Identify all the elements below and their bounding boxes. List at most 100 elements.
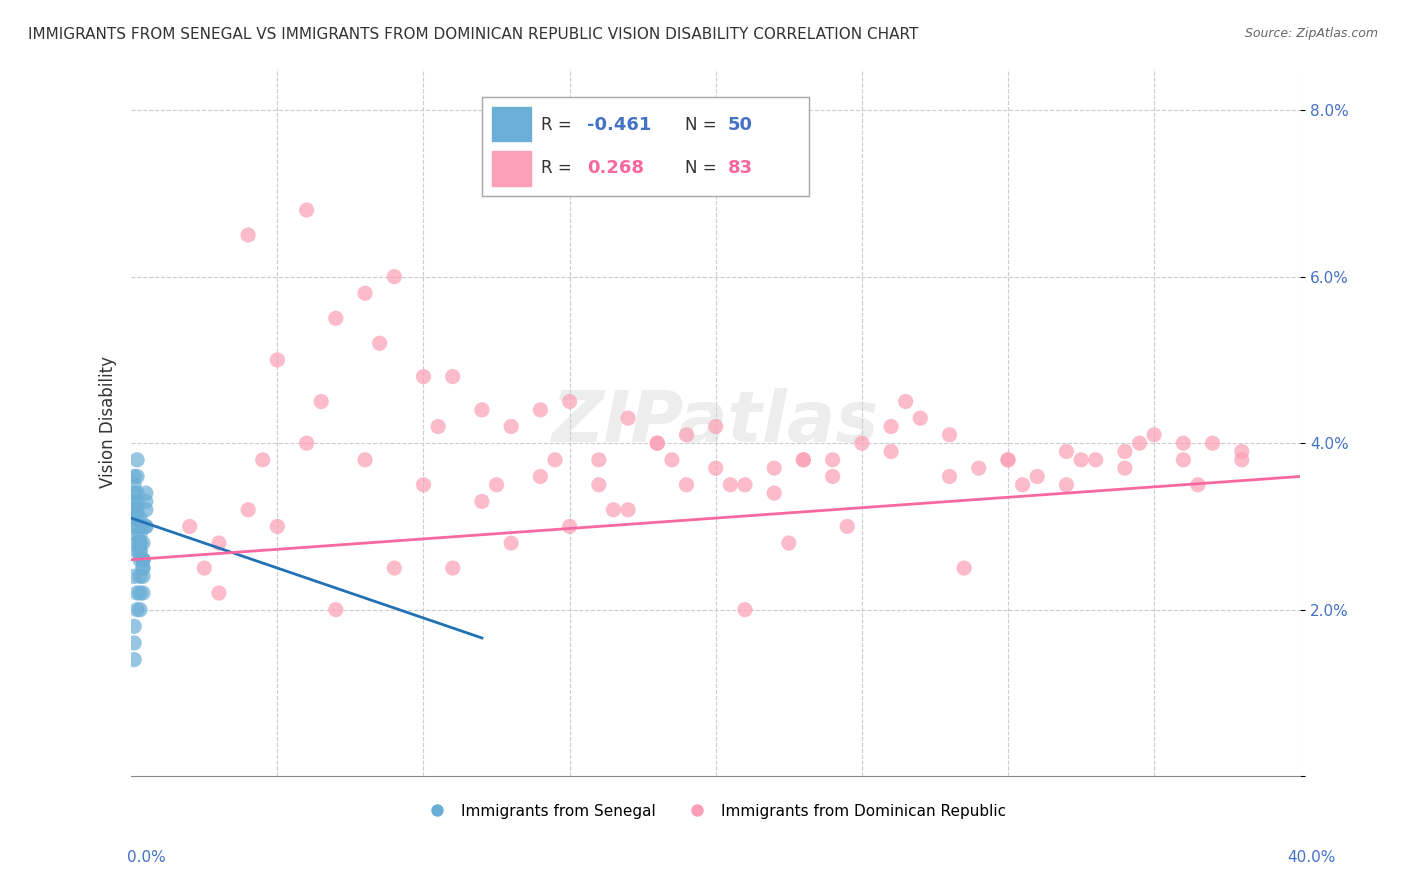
Point	[1070, 452, 1092, 467]
Point	[354, 452, 377, 467]
Point	[763, 461, 786, 475]
Point	[129, 544, 152, 558]
Point	[1054, 477, 1077, 491]
Point	[718, 477, 741, 491]
Point	[880, 444, 903, 458]
Point	[127, 519, 149, 533]
Y-axis label: Vision Disability: Vision Disability	[100, 356, 117, 488]
Point	[132, 586, 155, 600]
Point	[734, 477, 756, 491]
Text: 0.0%: 0.0%	[127, 850, 166, 865]
Point	[135, 486, 157, 500]
Point	[354, 286, 377, 301]
Point	[208, 536, 231, 550]
Point	[1026, 469, 1049, 483]
Point	[792, 452, 814, 467]
Point	[953, 561, 976, 575]
Point	[135, 494, 157, 508]
Text: 40.0%: 40.0%	[1288, 850, 1336, 865]
Point	[997, 452, 1019, 467]
Point	[1201, 436, 1223, 450]
Point	[558, 519, 581, 533]
Point	[851, 436, 873, 450]
Point	[588, 477, 610, 491]
Point	[704, 461, 727, 475]
Point	[544, 452, 567, 467]
Point	[645, 436, 668, 450]
Point	[129, 511, 152, 525]
Point	[645, 436, 668, 450]
Point	[127, 602, 149, 616]
Legend: Immigrants from Senegal, Immigrants from Dominican Republic: Immigrants from Senegal, Immigrants from…	[419, 797, 1012, 825]
Point	[179, 519, 201, 533]
Point	[821, 452, 844, 467]
Point	[938, 427, 960, 442]
Point	[266, 352, 288, 367]
Point	[501, 536, 523, 550]
Point	[122, 502, 145, 516]
Point	[132, 536, 155, 550]
Point	[412, 477, 434, 491]
Point	[129, 544, 152, 558]
Point	[122, 569, 145, 583]
Point	[1114, 461, 1136, 475]
Point	[122, 511, 145, 525]
Point	[122, 502, 145, 516]
Point	[368, 336, 391, 351]
Point	[792, 452, 814, 467]
Point	[588, 452, 610, 467]
Point	[129, 552, 152, 566]
Point	[127, 511, 149, 525]
Point	[127, 527, 149, 541]
Point	[127, 469, 149, 483]
Point	[1230, 452, 1253, 467]
Point	[1173, 436, 1195, 450]
Point	[1173, 452, 1195, 467]
Point	[617, 411, 640, 425]
Point	[127, 536, 149, 550]
Point	[266, 519, 288, 533]
Point	[295, 202, 318, 217]
Point	[236, 502, 259, 516]
Point	[1143, 427, 1166, 442]
Point	[122, 486, 145, 500]
Point	[129, 586, 152, 600]
Point	[441, 369, 464, 384]
Point	[1084, 452, 1107, 467]
Text: IMMIGRANTS FROM SENEGAL VS IMMIGRANTS FROM DOMINICAN REPUBLIC VISION DISABILITY : IMMIGRANTS FROM SENEGAL VS IMMIGRANTS FR…	[28, 27, 918, 42]
Point	[127, 502, 149, 516]
Point	[127, 544, 149, 558]
Point	[763, 486, 786, 500]
Point	[122, 469, 145, 483]
Point	[122, 519, 145, 533]
Point	[602, 502, 624, 516]
Point	[127, 486, 149, 500]
Point	[129, 536, 152, 550]
Point	[501, 419, 523, 434]
Point	[529, 469, 551, 483]
Text: ZIPatlas: ZIPatlas	[553, 388, 879, 457]
Text: Source: ZipAtlas.com: Source: ZipAtlas.com	[1244, 27, 1378, 40]
Point	[382, 269, 405, 284]
Point	[529, 402, 551, 417]
Point	[997, 452, 1019, 467]
Point	[485, 477, 508, 491]
Point	[127, 586, 149, 600]
Point	[127, 494, 149, 508]
Point	[427, 419, 450, 434]
Point	[122, 477, 145, 491]
Point	[471, 494, 494, 508]
Point	[122, 652, 145, 666]
Point	[910, 411, 932, 425]
Point	[617, 502, 640, 516]
Point	[778, 536, 800, 550]
Point	[1011, 477, 1033, 491]
Point	[127, 452, 149, 467]
Point	[208, 586, 231, 600]
Point	[122, 619, 145, 633]
Point	[880, 419, 903, 434]
Point	[132, 552, 155, 566]
Point	[132, 519, 155, 533]
Point	[295, 436, 318, 450]
Point	[704, 419, 727, 434]
